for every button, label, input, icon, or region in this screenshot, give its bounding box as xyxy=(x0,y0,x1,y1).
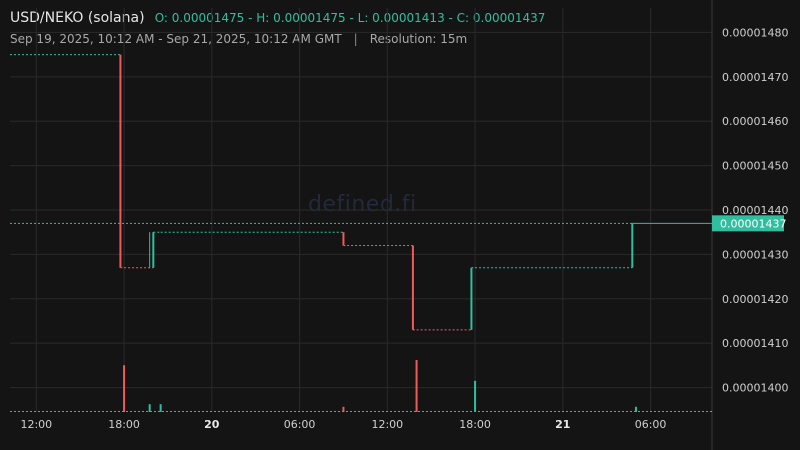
y-tick-label: 0.00001410 xyxy=(722,337,788,350)
y-tick-label: 0.00001430 xyxy=(722,248,788,261)
y-tick-label: 0.00001400 xyxy=(722,382,788,395)
x-tick-label: 18:00 xyxy=(108,418,140,431)
pair-title: USD/NEKO (solana) xyxy=(10,10,145,26)
y-tick-label: 0.00001450 xyxy=(722,160,788,173)
time-range: Sep 19, 2025, 10:12 AM - Sep 21, 2025, 1… xyxy=(10,32,342,46)
y-tick-label: 0.00001480 xyxy=(722,26,788,39)
y-tick-label: 0.00001440 xyxy=(722,204,788,217)
y-tick-label: 0.00001460 xyxy=(722,115,788,128)
x-tick-label: 12:00 xyxy=(371,418,403,431)
x-tick-label: 18:00 xyxy=(459,418,491,431)
watermark-logo: defined.fi xyxy=(308,192,417,217)
ohlc-readout: O: 0.00001475 - H: 0.00001475 - L: 0.000… xyxy=(154,11,546,25)
x-tick-label: 06:00 xyxy=(635,418,667,431)
x-tick-label: 06:00 xyxy=(284,418,316,431)
chart-subheader: Sep 19, 2025, 10:12 AM - Sep 21, 2025, 1… xyxy=(10,32,467,46)
resolution-label: Resolution: 15m xyxy=(369,32,468,46)
x-tick-label: 20 xyxy=(204,418,220,431)
y-tick-label: 0.00001420 xyxy=(722,293,788,306)
y-tick-label: 0.00001470 xyxy=(722,71,788,84)
x-tick-label: 21 xyxy=(555,418,570,431)
current-price-badge xyxy=(712,215,784,232)
current-price-label: 0.00001437 xyxy=(720,217,786,230)
chart-header: USD/NEKO (solana) O: 0.00001475 - H: 0.0… xyxy=(10,10,545,26)
x-tick-label: 12:00 xyxy=(20,418,52,431)
separator: | xyxy=(353,32,358,46)
